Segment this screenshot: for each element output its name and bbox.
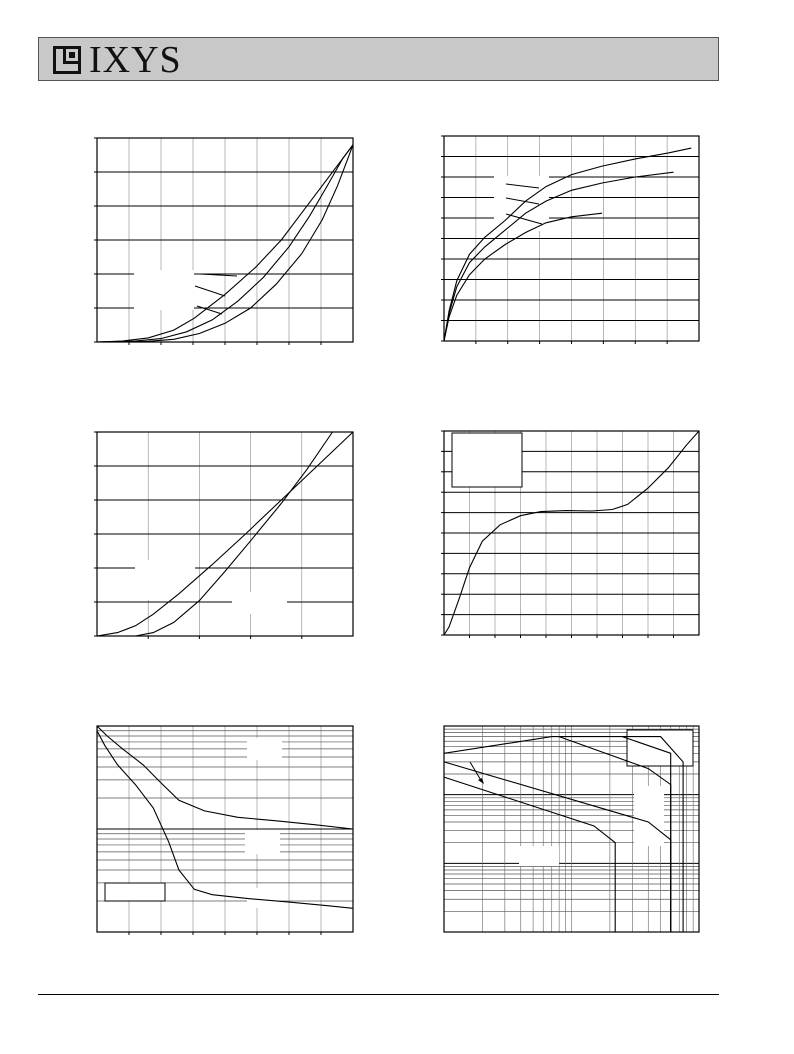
chart-middle-left-plot	[94, 431, 354, 639]
series-line-1	[443, 736, 684, 932]
series-line-3	[443, 212, 603, 342]
brand-name: IXYS	[89, 39, 182, 81]
leader-line	[505, 213, 543, 225]
label-box	[634, 786, 664, 846]
label-box	[247, 888, 277, 908]
header-bar: IXYS	[38, 37, 719, 81]
chart-bottom-right	[443, 725, 700, 933]
chart-bottom-left-plot	[96, 725, 354, 935]
series-line-1	[96, 144, 354, 343]
series-line-2	[96, 144, 354, 343]
chart-top-left	[94, 137, 354, 345]
label-box	[451, 432, 523, 488]
chart-middle-left	[94, 431, 354, 639]
chart-bottom-right-plot	[443, 725, 700, 933]
chart-middle-right-plot	[441, 430, 700, 638]
chart-middle-right	[441, 430, 700, 638]
label-box	[247, 738, 282, 760]
series-line-1	[96, 725, 354, 830]
leader-line	[196, 305, 223, 315]
series-line-2	[96, 730, 354, 909]
chart-bottom-left	[96, 725, 354, 935]
series-line-5	[622, 736, 672, 932]
label-box	[104, 882, 166, 902]
plot-frame	[443, 725, 700, 933]
leader-line	[469, 761, 483, 783]
leader-line	[199, 273, 238, 277]
series-line-2	[443, 171, 674, 342]
chart-top-left-plot	[94, 137, 354, 345]
leader-line	[505, 197, 540, 205]
series-line-1	[96, 431, 354, 637]
ixys-logo-icon	[53, 46, 81, 74]
label-box	[626, 729, 694, 767]
chart-top-right-plot	[441, 135, 700, 344]
leader-line	[505, 183, 540, 189]
series-line-2	[97, 431, 333, 637]
arrow-head-icon	[478, 778, 484, 784]
label-box	[232, 592, 287, 614]
series-line-1	[443, 430, 700, 636]
series-line-3	[443, 776, 616, 932]
label-box	[519, 846, 559, 866]
label-box	[134, 270, 194, 310]
leader-line	[194, 285, 226, 297]
chart-top-right	[441, 135, 700, 344]
series-line-3	[96, 144, 354, 343]
label-box	[245, 830, 280, 854]
label-box	[135, 560, 195, 600]
footer-rule	[38, 994, 719, 995]
